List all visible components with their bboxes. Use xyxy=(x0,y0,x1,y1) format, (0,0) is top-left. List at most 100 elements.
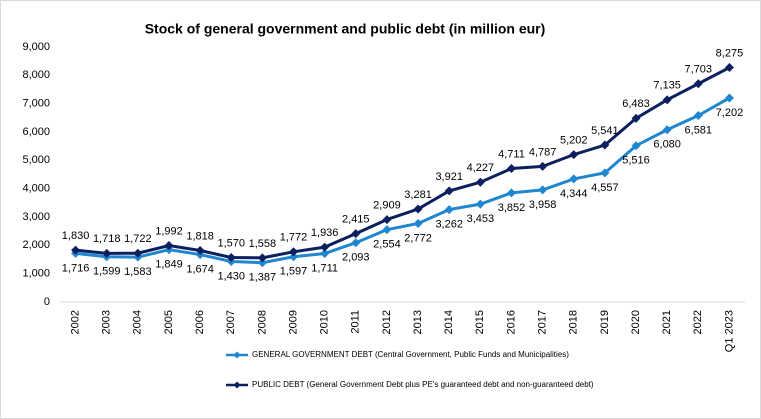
x-tick-label: 2007 xyxy=(225,310,237,334)
x-tick-label: 2022 xyxy=(692,310,704,334)
data-label: 3,453 xyxy=(467,213,495,225)
data-label: 1,674 xyxy=(186,263,214,275)
data-point xyxy=(413,218,423,228)
data-label: 4,557 xyxy=(591,182,619,194)
legend-marker xyxy=(233,381,241,389)
data-point xyxy=(569,150,579,160)
data-label: 1,722 xyxy=(124,233,152,245)
series-line xyxy=(75,96,731,265)
data-label: 1,716 xyxy=(62,262,90,274)
data-point xyxy=(320,242,330,252)
y-tick-label: 8,000 xyxy=(22,69,50,81)
x-tick-label: Q1 2023 xyxy=(723,310,735,352)
data-label: 1,711 xyxy=(311,262,338,274)
x-tick-label: 2012 xyxy=(381,310,393,334)
data-point xyxy=(382,225,392,235)
x-tick-label: 2014 xyxy=(443,310,455,334)
data-label: 3,262 xyxy=(435,218,463,230)
data-label: 6,581 xyxy=(685,124,713,136)
data-point xyxy=(133,248,143,258)
data-label: 1,936 xyxy=(311,227,339,239)
data-label: 2,093 xyxy=(342,252,370,264)
data-label: 3,281 xyxy=(404,189,432,201)
x-tick-label: 2008 xyxy=(256,310,268,334)
data-point xyxy=(444,186,454,196)
data-point xyxy=(538,161,548,171)
data-point xyxy=(102,248,112,258)
y-tick-label: 3,000 xyxy=(22,211,50,223)
x-tick-label: 2019 xyxy=(599,310,611,334)
x-tick-label: 2002 xyxy=(69,310,81,334)
data-label: 1,992 xyxy=(155,225,183,237)
x-tick-label: 2011 xyxy=(350,310,362,334)
data-point xyxy=(320,249,330,259)
x-tick-label: 2021 xyxy=(661,310,673,334)
data-label: 7,703 xyxy=(685,64,713,76)
x-tick-label: 2010 xyxy=(319,310,331,334)
data-label: 4,344 xyxy=(560,188,588,200)
x-tick-label: 2013 xyxy=(412,310,424,334)
y-tick-label: 5,000 xyxy=(22,154,50,166)
data-point xyxy=(631,141,641,151)
data-label: 2,772 xyxy=(404,232,432,244)
y-tick-label: 7,000 xyxy=(22,98,50,110)
data-label: 7,135 xyxy=(653,80,681,92)
data-point xyxy=(600,168,610,178)
data-point xyxy=(164,241,174,251)
data-label: 2,554 xyxy=(373,239,401,251)
legend-text: PUBLIC DEBT (General Government Debt plu… xyxy=(252,380,594,389)
data-label: 6,483 xyxy=(622,98,650,110)
data-label: 2,909 xyxy=(373,199,401,211)
data-point xyxy=(257,258,267,268)
data-label: 8,275 xyxy=(716,47,744,59)
data-label: 3,852 xyxy=(498,202,526,214)
data-label: 4,227 xyxy=(467,162,495,174)
data-point xyxy=(475,177,485,187)
data-point xyxy=(71,245,81,255)
y-tick-label: 1,000 xyxy=(22,268,50,280)
data-point xyxy=(724,93,734,103)
series-line xyxy=(75,66,731,260)
data-point xyxy=(569,174,579,184)
data-point xyxy=(413,204,423,214)
x-tick-label: 2020 xyxy=(630,310,642,334)
y-tick-label: 2,000 xyxy=(22,239,50,251)
data-point xyxy=(257,253,267,263)
y-tick-label: 6,000 xyxy=(22,126,50,138)
data-label: 5,516 xyxy=(622,155,650,167)
data-point xyxy=(538,185,548,195)
data-label: 1,818 xyxy=(186,230,214,242)
y-tick-label: 4,000 xyxy=(22,183,50,195)
data-point xyxy=(444,205,454,215)
data-point xyxy=(506,188,516,198)
data-label: 1,387 xyxy=(249,272,277,284)
data-point xyxy=(724,63,734,73)
data-point xyxy=(662,95,672,105)
data-point xyxy=(506,164,516,174)
data-point xyxy=(289,252,299,262)
data-label: 3,921 xyxy=(435,171,463,183)
data-label: 1,570 xyxy=(217,237,245,249)
data-label: 1,558 xyxy=(249,238,277,250)
data-label: 1,772 xyxy=(280,232,308,244)
data-label: 4,787 xyxy=(529,146,557,158)
data-label: 1,849 xyxy=(155,259,183,271)
data-point xyxy=(195,245,205,255)
data-label: 5,541 xyxy=(591,125,619,137)
data-point xyxy=(693,111,703,121)
legend-marker xyxy=(233,351,241,359)
data-point xyxy=(631,113,641,123)
data-point xyxy=(226,253,236,263)
data-label: 6,080 xyxy=(653,139,681,151)
data-point xyxy=(662,125,672,135)
data-point xyxy=(600,140,610,150)
x-tick-label: 2004 xyxy=(132,310,144,334)
y-tick-label: 9,000 xyxy=(22,41,50,53)
data-point xyxy=(693,79,703,89)
data-label: 1,430 xyxy=(217,270,245,282)
x-tick-label: 2006 xyxy=(194,310,206,334)
data-label: 1,597 xyxy=(280,266,308,278)
data-label: 7,202 xyxy=(716,107,744,119)
